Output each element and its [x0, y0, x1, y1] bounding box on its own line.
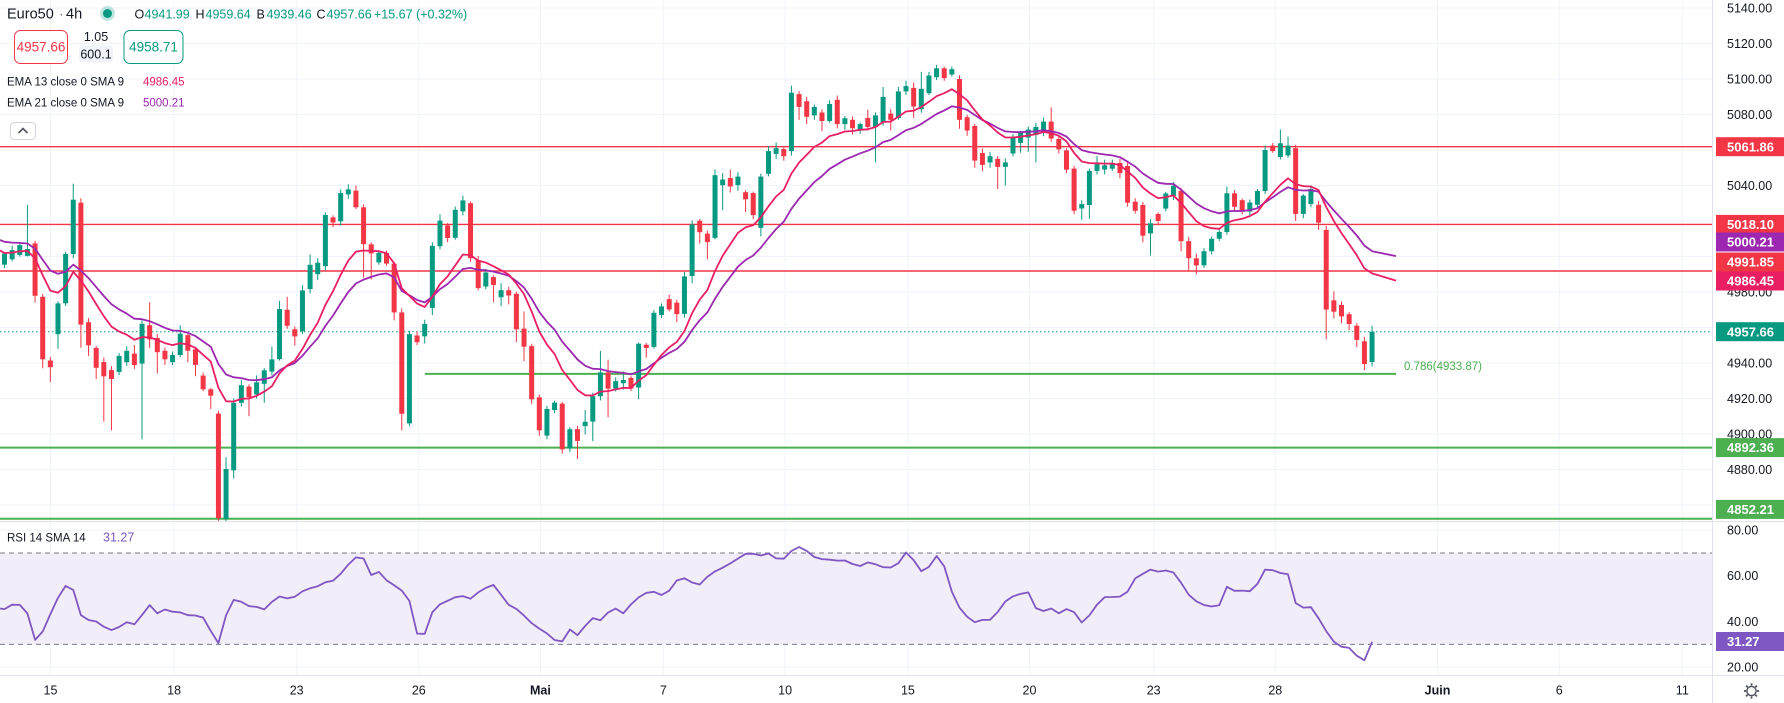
svg-text:4880.00: 4880.00: [1727, 463, 1772, 477]
svg-text:B: B: [257, 8, 265, 22]
svg-text:18: 18: [167, 684, 181, 698]
svg-text:4991.85: 4991.85: [1727, 255, 1774, 270]
svg-text:H: H: [196, 8, 205, 22]
svg-text:4941.99: 4941.99: [145, 8, 190, 22]
svg-text:RSI 14 SMA 14: RSI 14 SMA 14: [7, 533, 86, 545]
svg-text:23: 23: [1147, 684, 1161, 698]
svg-text:7: 7: [660, 684, 667, 698]
svg-text:5080.00: 5080.00: [1727, 108, 1772, 122]
svg-text:5018.10: 5018.10: [1727, 217, 1774, 232]
svg-text:11: 11: [1676, 684, 1689, 698]
svg-text:31.27: 31.27: [103, 531, 134, 545]
svg-text:5040.00: 5040.00: [1727, 179, 1772, 193]
svg-text:4939.46: 4939.46: [267, 8, 312, 22]
svg-text:5140.00: 5140.00: [1727, 1, 1772, 15]
svg-text:Euro50: Euro50: [7, 7, 54, 23]
svg-text:20: 20: [1023, 684, 1037, 698]
svg-text:23: 23: [290, 684, 304, 698]
svg-text:15: 15: [901, 684, 915, 698]
svg-text:5100.00: 5100.00: [1727, 72, 1772, 86]
svg-text:4892.36: 4892.36: [1727, 440, 1774, 455]
svg-text:4986.45: 4986.45: [1727, 274, 1774, 289]
svg-text:4920.00: 4920.00: [1727, 392, 1772, 406]
svg-text:5120.00: 5120.00: [1727, 37, 1772, 51]
svg-text:80.00: 80.00: [1727, 524, 1758, 538]
svg-text:31.27: 31.27: [1727, 634, 1760, 649]
svg-text:5000.21: 5000.21: [1727, 235, 1774, 250]
svg-text:C: C: [317, 8, 326, 22]
svg-text:5061.86: 5061.86: [1727, 139, 1774, 154]
svg-text:4940.00: 4940.00: [1727, 356, 1772, 370]
svg-text:40.00: 40.00: [1727, 615, 1758, 629]
svg-text:1.05: 1.05: [84, 30, 108, 44]
svg-text:Juin: Juin: [1425, 684, 1451, 698]
svg-text:EMA 21 close 0 SMA 9: EMA 21 close 0 SMA 9: [7, 98, 124, 110]
svg-text:4852.21: 4852.21: [1727, 502, 1774, 517]
svg-text:60.00: 60.00: [1727, 569, 1758, 583]
svg-text:·: ·: [59, 6, 64, 22]
svg-text:600.1: 600.1: [80, 48, 111, 62]
svg-text:4957.66: 4957.66: [17, 40, 66, 55]
svg-text:4900.00: 4900.00: [1727, 427, 1772, 441]
svg-text:+15.67 (+0.32%): +15.67 (+0.32%): [374, 8, 467, 22]
svg-text:4957.66: 4957.66: [1727, 324, 1774, 339]
svg-text:4h: 4h: [66, 7, 82, 23]
svg-text:15: 15: [44, 684, 58, 698]
svg-text:4959.64: 4959.64: [206, 8, 251, 22]
svg-text:5000.21: 5000.21: [143, 98, 185, 110]
svg-text:6: 6: [1556, 684, 1563, 698]
svg-text:Mai: Mai: [530, 684, 551, 698]
svg-text:EMA 13 close 0 SMA 9: EMA 13 close 0 SMA 9: [7, 77, 124, 89]
svg-text:O: O: [135, 8, 145, 22]
svg-text:10: 10: [778, 684, 792, 698]
svg-text:0.786(4933.87): 0.786(4933.87): [1404, 361, 1482, 373]
svg-text:26: 26: [412, 684, 426, 698]
svg-text:4957.66: 4957.66: [327, 8, 372, 22]
svg-text:20.00: 20.00: [1727, 661, 1758, 675]
svg-text:28: 28: [1268, 684, 1282, 698]
svg-text:4986.45: 4986.45: [143, 77, 185, 89]
svg-text:4958.71: 4958.71: [129, 40, 178, 55]
